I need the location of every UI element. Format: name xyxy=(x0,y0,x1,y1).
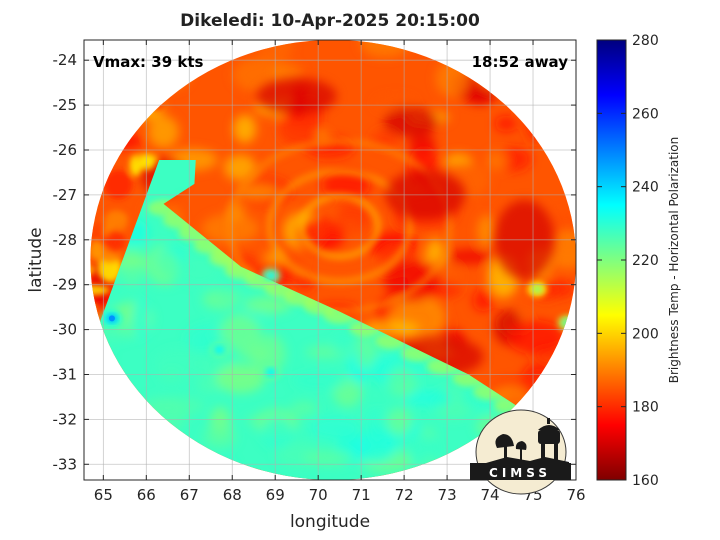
colorbar-tick-label: 240 xyxy=(632,180,659,196)
x-tick-label: 70 xyxy=(309,486,328,504)
logo-banner xyxy=(470,463,571,480)
x-tick-label: 74 xyxy=(481,486,500,504)
colorbar-ticks: 280 260 240 220 200 180 160 xyxy=(597,33,659,489)
y-tick-label: -28 xyxy=(53,231,78,249)
x-tick-label: 76 xyxy=(566,486,585,504)
hotspot-3 xyxy=(260,267,281,284)
y-tick-label: -24 xyxy=(53,51,78,69)
y-tick-label: -27 xyxy=(53,186,78,204)
x-tick-label: 73 xyxy=(438,486,457,504)
colorbar-tick-label: 160 xyxy=(632,473,659,489)
y-tick-label: -25 xyxy=(53,96,78,114)
logo-dish xyxy=(495,434,514,448)
colorbar-label: Brightness Temp - Horizontal Polarizatio… xyxy=(667,137,681,384)
y-tick-label: -33 xyxy=(53,455,78,473)
colorbar-tick-label: 200 xyxy=(632,326,659,342)
time-away-annotation: 18:52 away xyxy=(472,53,569,71)
x-tick-label: 68 xyxy=(223,486,242,504)
colorbar-tick-label: 180 xyxy=(632,400,659,416)
hotspot-features xyxy=(101,267,576,381)
x-tick-label: 66 xyxy=(137,486,156,504)
minimum-spot xyxy=(108,315,115,322)
y-tick-label: -29 xyxy=(53,276,78,294)
y-axis-label: latitude xyxy=(26,227,46,292)
x-tick-label: 71 xyxy=(352,486,371,504)
colorbar-tick-label: 280 xyxy=(632,33,659,49)
y-tick-label: -31 xyxy=(53,365,78,383)
y-axis-ticks: -24 -25 -26 -27 -28 -29 -30 -31 -32 -33 xyxy=(53,51,576,473)
plot-title: Dikeledi: 10-Apr-2025 20:15:00 xyxy=(180,11,480,31)
x-tick-label: 67 xyxy=(180,486,199,504)
x-tick-label: 69 xyxy=(266,486,285,504)
x-tick-label: 65 xyxy=(94,486,113,504)
colorbar-tick-label: 260 xyxy=(632,106,659,122)
logo-text: CIMSS xyxy=(489,466,551,480)
y-tick-label: -32 xyxy=(53,410,78,428)
hotspot-4 xyxy=(527,281,548,298)
colorbar: 280 260 240 220 200 180 160 Brightness Temp - … xyxy=(596,33,681,489)
cimss-logo: CIMSS xyxy=(470,409,571,495)
axes-frame xyxy=(83,39,577,481)
colorbar-tick-label: 220 xyxy=(632,253,659,269)
y-tick-label: -30 xyxy=(53,321,78,339)
y-tick-label: -26 xyxy=(53,141,78,159)
hotspot-2 xyxy=(260,364,281,381)
x-tick-label: 72 xyxy=(395,486,414,504)
vmax-annotation: Vmax: 39 kts xyxy=(93,53,203,71)
x-axis-label: longitude xyxy=(290,512,370,532)
hotspot-1 xyxy=(209,341,230,358)
x-axis-ticks: 65 66 67 68 69 70 71 72 73 74 75 76 xyxy=(94,40,586,504)
logo-water-tower xyxy=(538,430,560,444)
